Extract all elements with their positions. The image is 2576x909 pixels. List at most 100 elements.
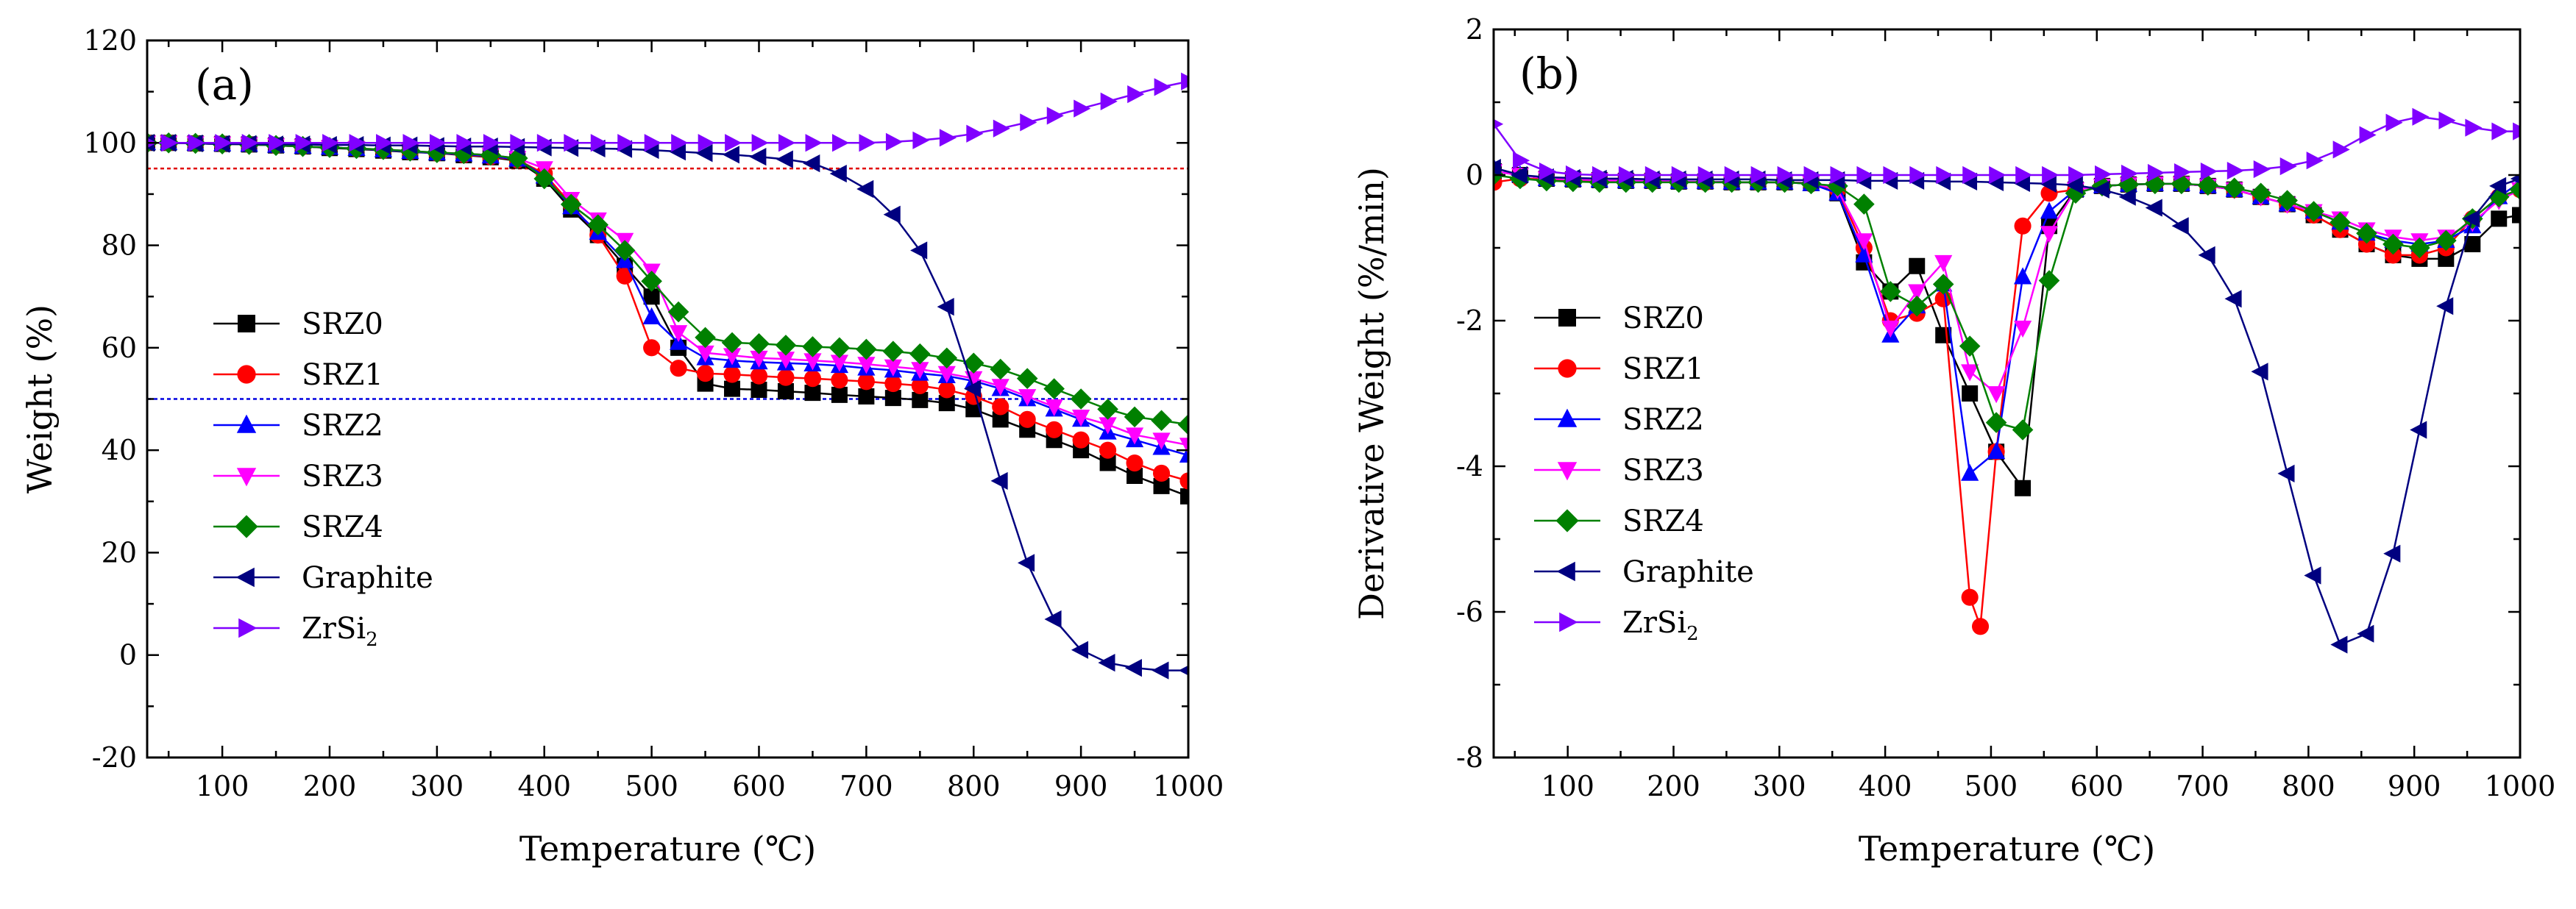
panel-a-point-zrsi2-700 xyxy=(859,134,876,152)
panel-a-point-srz3-650 xyxy=(803,353,822,371)
panel-a-point-srz4-725 xyxy=(882,341,904,363)
panel-a-point-srz1-875 xyxy=(1046,421,1063,438)
panel-b-point-zrsi2-705 xyxy=(2200,162,2218,181)
panel-b-x-tick-label: 200 xyxy=(1647,770,1700,802)
panel-a-point-srz4-800 xyxy=(962,352,984,374)
panel-b-x-tick-label: 400 xyxy=(1859,770,1912,802)
panel-a-point-graphite-875 xyxy=(1044,610,1062,629)
panel-b-point-zrsi2-980 xyxy=(2491,122,2509,140)
panel-a-point-srz4-775 xyxy=(936,347,958,369)
panel-a-legend-label-srz3: SRZ3 xyxy=(302,460,383,493)
panel-b-point-srz1-490 xyxy=(1971,618,1990,635)
panel-b-point-graphite-855 xyxy=(2357,624,2374,643)
panel-b-point-graphite-680 xyxy=(2171,217,2189,235)
panel-a-point-srz0-975 xyxy=(1153,477,1170,494)
panel-b-point-zrsi2-355 xyxy=(1830,165,1848,185)
panel-b-point-graphite-880 xyxy=(2383,544,2401,563)
panel-a-legend-label-srz2: SRZ2 xyxy=(302,409,383,443)
panel-a-point-srz4-750 xyxy=(909,343,931,365)
panel-a-point-srz3-700 xyxy=(857,357,876,374)
panel-a-point-srz3-1000 xyxy=(1179,438,1188,455)
panel-a-point-graphite-600 xyxy=(749,147,767,166)
panel-a-point-srz0-950 xyxy=(1126,467,1143,484)
panel-a-point-srz3-875 xyxy=(1045,399,1063,417)
panel-b-point-zrsi2-855 xyxy=(2359,126,2377,144)
panel-a-legend-label-srz4: SRZ4 xyxy=(302,510,383,544)
panel-b-point-zrsi2-305 xyxy=(1777,165,1795,185)
panel-a-legend-marker-srz1 xyxy=(237,365,256,384)
panel-a-point-srz1-750 xyxy=(911,377,929,394)
panel-a-y-tick-label: 0 xyxy=(119,639,137,671)
panel-a-point-srz0-725 xyxy=(884,390,901,407)
panel-b-point-srz3-380 xyxy=(1855,233,1873,251)
panel-b-point-zrsi2-580 xyxy=(2068,165,2086,185)
panel-b-legend-label-srz4: SRZ4 xyxy=(1622,505,1704,538)
panel-a-point-srz3-750 xyxy=(911,362,929,379)
panel-a-point-srz4-1000 xyxy=(1177,414,1188,435)
panel-b-point-zrsi2-830 xyxy=(2332,140,2350,159)
panel-a-point-srz0-825 xyxy=(992,411,1009,428)
panel-a-point-srz3-525 xyxy=(669,325,688,343)
panel-a-point-graphite-1000 xyxy=(1178,665,1188,676)
panel-b-point-zrsi2-605 xyxy=(2095,165,2112,184)
panel-b-point-zrsi2-930 xyxy=(2438,111,2456,129)
panel-b-point-srz3-405 xyxy=(1881,321,1900,338)
panel-a-label: (a) xyxy=(195,60,254,110)
panel-a-point-graphite-975 xyxy=(1152,661,1169,680)
panel-a-point-srz4-450 xyxy=(587,214,608,236)
panel-b-point-zrsi2-505 xyxy=(1989,165,2006,185)
panel-a-point-srz0-575 xyxy=(724,380,741,397)
panel-a-point-srz1-625 xyxy=(777,368,795,386)
panel-b-legend-marker-graphite xyxy=(1556,561,1575,582)
panel-b-point-zrsi2-55 xyxy=(1513,152,1530,170)
panel-a-point-srz1-950 xyxy=(1126,454,1143,472)
panel-b-point-srz4-730 xyxy=(2224,177,2246,199)
panel-b-point-graphite-755 xyxy=(2251,363,2268,381)
panel-a-point-srz4-925 xyxy=(1097,399,1118,420)
panel-a-point-graphite-575 xyxy=(722,146,739,164)
panel-a-point-graphite-725 xyxy=(883,205,901,224)
panel-b-point-zrsi2-880 xyxy=(2385,113,2403,132)
panel-b-point-srz4-755 xyxy=(2250,182,2271,204)
panel-b-point-zrsi2-180 xyxy=(1644,165,1662,185)
panel-a-point-graphite-550 xyxy=(695,144,713,163)
panel-a-point-srz1-575 xyxy=(723,366,741,383)
panel-b-x-axis-title: Temperature (℃) xyxy=(1859,829,2155,869)
panel-a-point-srz4-975 xyxy=(1151,410,1172,432)
panel-b-y-axis-title: Derivative Weight (%/min) xyxy=(1352,167,1391,620)
panel-a-point-srz4-425 xyxy=(560,193,582,215)
panel-a-point-srz0-650 xyxy=(804,385,821,402)
panel-b-point-srz0-955 xyxy=(2464,236,2481,253)
panel-a-legend-label-zrsi2: ZrSi2 xyxy=(302,612,378,651)
panel-b-point-zrsi2-555 xyxy=(2042,165,2059,185)
panel-a-point-srz1-850 xyxy=(1018,410,1036,428)
panel-b-y-tick-label: -8 xyxy=(1456,741,1483,774)
panel-a-point-zrsi2-625 xyxy=(778,134,796,152)
panel-a-point-srz1-700 xyxy=(857,373,875,391)
panel-b-point-srz4-530 xyxy=(2012,419,2034,441)
panel-a-point-zrsi2-775 xyxy=(939,129,957,147)
panel-b-point-graphite-630 xyxy=(2118,188,2136,206)
panel-a-point-graphite-950 xyxy=(1124,659,1142,677)
panel-b-point-srz4-805 xyxy=(2303,201,2324,222)
panel-a-point-srz4-475 xyxy=(614,240,636,261)
panel-b-point-graphite-605 xyxy=(2092,180,2110,199)
panel-a-x-tick-label: 700 xyxy=(840,770,893,802)
panel-a-point-zrsi2-150 xyxy=(269,134,286,152)
panel-b-point-srz4-480 xyxy=(1959,335,1981,357)
panel-a-point-srz1-475 xyxy=(616,267,634,285)
panel-b-legend-marker-srz2 xyxy=(1557,408,1578,427)
panel-b-point-zrsi2-680 xyxy=(2174,163,2191,182)
panel-b-legend-label-zrsi2: ZrSi2 xyxy=(1622,606,1699,645)
panel-a-point-srz4-550 xyxy=(695,327,716,349)
panel-b-point-graphite-730 xyxy=(2224,290,2242,308)
panel-a-point-srz4-600 xyxy=(748,332,770,354)
panel-b-point-zrsi2-405 xyxy=(1883,165,1901,185)
panel-a-point-srz1-525 xyxy=(670,360,687,377)
panel-a-point-srz4-300 xyxy=(426,142,448,163)
panel-b-legend-marker-srz1 xyxy=(1558,359,1577,378)
panel-b-point-graphite-930 xyxy=(2436,297,2454,316)
panel-a-legend-label-srz0: SRZ0 xyxy=(302,307,383,341)
panel-a-legend-label-srz1: SRZ1 xyxy=(302,358,383,392)
panel-b-x-tick-label: 600 xyxy=(2070,770,2123,802)
